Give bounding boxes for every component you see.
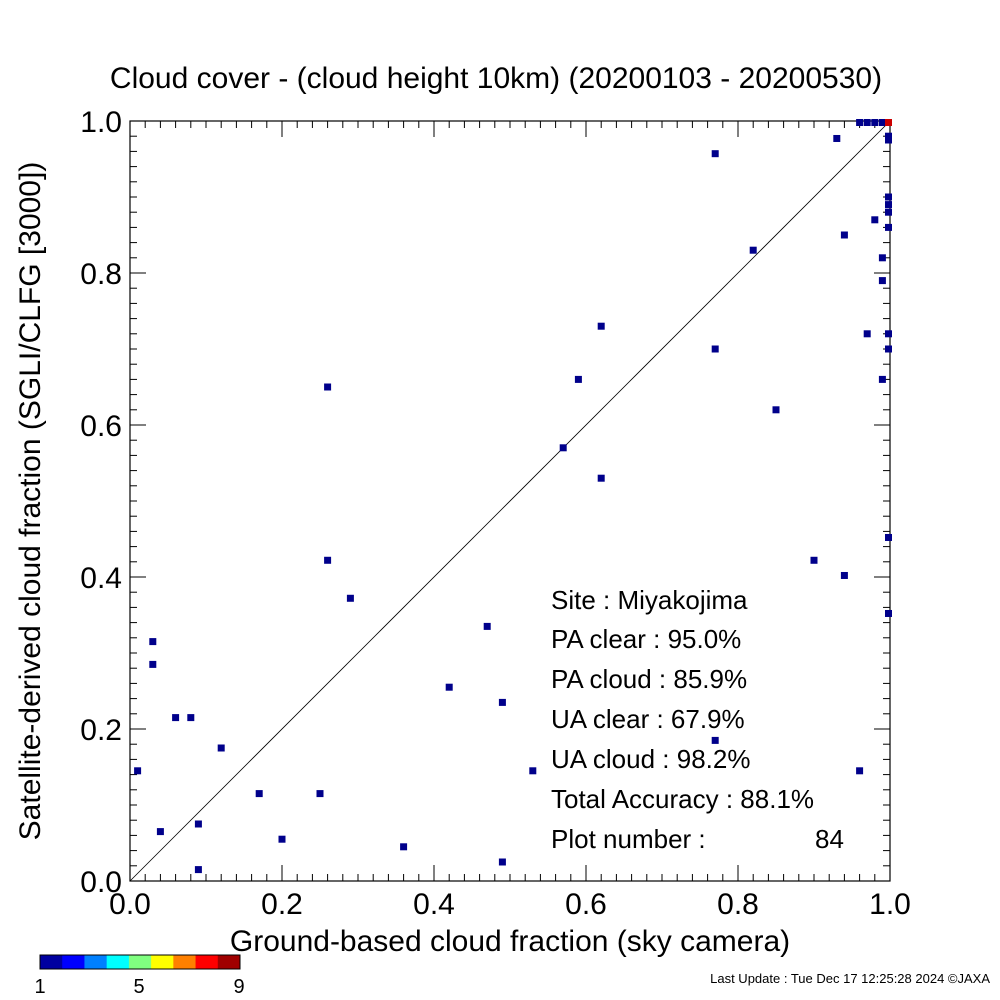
colorbar-segment: [106, 955, 130, 969]
data-point: [833, 134, 841, 142]
y-axis-label: Satellite-derived cloud fraction (SGLI/C…: [14, 162, 47, 841]
stat-ua-cloud: UA cloud : 98.2%: [551, 744, 750, 774]
data-point: [863, 330, 871, 338]
x-tick-label: 0.8: [717, 888, 759, 921]
x-tick-label: 0.0: [109, 888, 151, 921]
x-tick-label: 0.2: [261, 888, 303, 921]
data-point: [772, 406, 780, 414]
colorbar-segment: [40, 955, 63, 969]
stat-plot-number-label: Plot number :: [551, 824, 706, 854]
colorbar-segment: [217, 955, 241, 969]
data-point: [856, 119, 864, 126]
data-point: [885, 223, 892, 231]
data-point: [878, 277, 886, 285]
data-point: [856, 767, 864, 775]
y-tick-label: 0.6: [80, 410, 122, 443]
x-tick-label: 0.6: [565, 888, 607, 921]
data-point: [324, 383, 332, 391]
colorbar-frame: [39, 954, 241, 970]
last-update-text: Last Update : Tue Dec 17 12:25:28 2024 ©…: [710, 971, 990, 986]
data-point: [597, 322, 605, 330]
stat-ua-clear: UA clear : 67.9%: [551, 704, 745, 734]
data-point: [885, 208, 892, 216]
data-point: [597, 474, 605, 482]
colorbar-segment: [128, 955, 152, 969]
data-point: [885, 136, 892, 144]
data-point: [529, 767, 537, 775]
data-point: [172, 714, 180, 722]
data-point: [878, 375, 886, 383]
stat-site: Site : Miyakojima: [551, 585, 748, 615]
data-point: [711, 345, 719, 353]
data-point: [187, 714, 195, 722]
colorbar-segment: [195, 955, 219, 969]
stat-total-accuracy: Total Accuracy : 88.1%: [551, 784, 814, 814]
colorbar-min-label: 1: [34, 976, 45, 998]
chart-title: Cloud cover - (cloud height 10km) (20200…: [110, 62, 882, 95]
colorbar-segment: [62, 955, 85, 969]
stat-pa-cloud: PA cloud : 85.9%: [551, 664, 747, 694]
x-tick-label: 1.0: [869, 888, 911, 921]
data-point: [711, 736, 719, 744]
y-tick-label: 0.8: [80, 258, 122, 291]
data-point: [885, 533, 892, 541]
x-axis-label: Ground-based cloud fraction (sky camera): [230, 925, 790, 958]
y-tick-label: 0.2: [80, 714, 122, 747]
data-point: [346, 594, 354, 602]
data-point: [885, 201, 892, 209]
data-point: [885, 193, 892, 201]
data-point: [324, 556, 332, 564]
data-point: [255, 790, 263, 798]
data-point: [840, 231, 848, 239]
data-point: [217, 744, 225, 752]
data-point: [878, 254, 886, 262]
data-point: [574, 375, 582, 383]
y-tick-label: 1.0: [80, 106, 122, 139]
data-point: [871, 216, 879, 224]
data-point: [400, 843, 408, 851]
data-point: [885, 119, 892, 126]
data-point: [483, 622, 491, 630]
data-point: [498, 698, 506, 706]
stat-plot-number-value: 84: [815, 824, 844, 854]
stat-pa-clear: PA clear : 95.0%: [551, 624, 741, 654]
data-point: [194, 866, 202, 874]
data-point: [149, 660, 157, 668]
colorbar-segment: [173, 955, 197, 969]
data-point: [810, 556, 818, 564]
colorbar-max-label: 9: [233, 976, 244, 998]
y-tick-labels: 0.0 0.2 0.4 0.6 0.8 1.0: [80, 106, 122, 899]
data-point: [711, 150, 719, 158]
data-point: [885, 132, 892, 140]
data-point: [749, 246, 757, 254]
data-point: [194, 820, 202, 828]
data-point: [559, 444, 567, 452]
y-tick-label: 0.4: [80, 562, 122, 595]
y-tick-label: 0.0: [80, 866, 122, 899]
data-point: [498, 858, 506, 866]
colorbar-mid-label: 5: [133, 976, 144, 998]
data-point: [316, 790, 324, 798]
data-point: [149, 638, 157, 646]
colorbar: [40, 955, 241, 969]
data-point: [278, 835, 286, 843]
x-tick-labels: 0.0 0.2 0.4 0.6 0.8 1.0: [109, 888, 911, 921]
data-point: [885, 345, 892, 353]
data-point: [134, 767, 142, 775]
data-point: [445, 683, 453, 691]
data-point: [156, 828, 164, 836]
data-point: [871, 119, 879, 126]
data-point: [885, 609, 892, 617]
colorbar-segment: [151, 955, 174, 969]
data-point: [878, 119, 886, 126]
data-point: [840, 571, 848, 579]
reference-line: [129, 120, 891, 882]
stats-panel: Site : Miyakojima PA clear : 95.0% PA cl…: [551, 585, 844, 854]
x-tick-label: 0.4: [413, 888, 455, 921]
colorbar-segment: [84, 955, 108, 969]
data-point: [863, 119, 871, 126]
data-point: [885, 330, 892, 338]
data-points: [134, 119, 892, 874]
